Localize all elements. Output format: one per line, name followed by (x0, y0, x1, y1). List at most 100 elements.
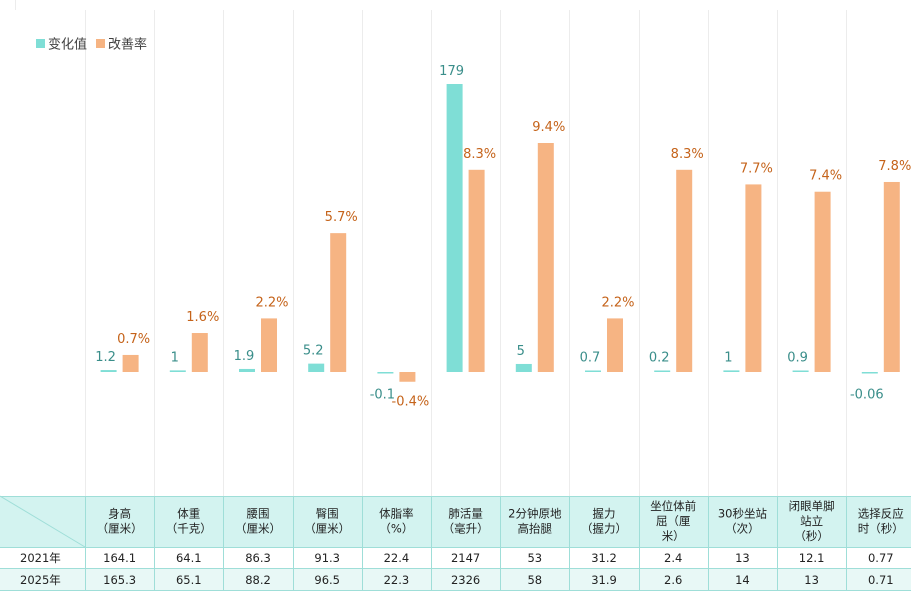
table-cell: 2147 (451, 551, 480, 565)
bar-rate-label: 9.4% (532, 120, 565, 135)
bar-rate-label: -0.4% (392, 395, 430, 410)
bar-change-label: 1.9 (234, 349, 255, 364)
category-label: 体脂率 (379, 507, 414, 521)
legend-label: 改善率 (108, 37, 147, 53)
category-label: （厘米） (97, 522, 143, 536)
bar-rate (191, 333, 208, 372)
table-cell: 2326 (451, 573, 480, 587)
bar-rate-label: 8.3% (463, 147, 496, 162)
bar-change-label: 5 (517, 344, 525, 359)
table-cell: 13 (735, 551, 750, 565)
table-cell: 64.1 (176, 551, 202, 565)
table-cell: 88.2 (245, 573, 271, 587)
bar-change (169, 370, 186, 372)
table-cell: 165.3 (103, 573, 136, 587)
bar-change (239, 368, 255, 372)
bar-change (100, 370, 117, 372)
bar-rate-label: 2.2% (255, 295, 288, 310)
bar-change (377, 372, 394, 374)
bar-change-label: 0.9 (787, 351, 808, 366)
table-cell: 53 (527, 551, 542, 565)
table-cell: 65.1 (176, 573, 202, 587)
legend-label: 变化值 (48, 37, 87, 53)
category-label: 高抬腿 (518, 522, 553, 536)
bar-rate (814, 191, 831, 372)
category-label: 腰围 (247, 507, 270, 521)
table-corner-diagonal (0, 495, 86, 548)
bar-rate (399, 372, 416, 382)
legend-swatch (96, 39, 105, 48)
bar-rate (468, 169, 485, 372)
category-label: （厘米） (235, 522, 281, 536)
table-cell: 12.1 (799, 551, 825, 565)
bar-rate-label: 0.7% (117, 332, 150, 347)
bar-rate-label: 2.2% (601, 295, 634, 310)
bar-change (861, 372, 878, 374)
bar-rate-label: 7.8% (878, 159, 911, 174)
bar-change-label: 0.7 (580, 351, 601, 366)
category-label: （次） (725, 522, 760, 536)
bar-change (446, 84, 463, 372)
bar-change-label: 5.2 (303, 344, 324, 359)
bar-rate-label: 8.3% (671, 147, 704, 162)
bar-change (515, 363, 532, 372)
bar-change-label: 0.2 (649, 351, 670, 366)
table-cell: 91.3 (314, 551, 340, 565)
bar-change-label: -0.1 (370, 388, 395, 403)
category-label: （握力） (581, 522, 627, 536)
category-label: （毫升） (443, 522, 489, 536)
category-label: 身高 (108, 507, 131, 521)
bar-rate (537, 143, 554, 372)
table-cell: 58 (527, 573, 542, 587)
category-label: 臀围 (316, 507, 339, 521)
bar-rate-label: 1.6% (186, 310, 219, 325)
table-cell: 0.77 (868, 551, 894, 565)
category-label: 肺活量 (448, 507, 483, 521)
table-row-label: 2021年 (20, 551, 61, 565)
category-label: 闭眼单脚 (789, 499, 835, 513)
bar-rate (122, 354, 139, 372)
category-label: 30秒坐站 (718, 507, 768, 521)
table-cell: 31.2 (591, 551, 617, 565)
table-cell: 96.5 (314, 573, 340, 587)
category-label: 握力 (593, 507, 616, 521)
bar-change (585, 370, 601, 372)
bar-rate-label: 7.7% (740, 161, 773, 176)
table-cell: 0.71 (868, 573, 894, 587)
category-label: 时（秒） (858, 522, 904, 536)
bar-rate-label: 5.7% (325, 210, 358, 225)
table-header-bg (0, 496, 911, 547)
bar-rate (261, 318, 277, 372)
legend-swatch (36, 39, 45, 48)
category-label: （千克） (166, 522, 212, 536)
bar-rate-label: 7.4% (809, 169, 842, 184)
table-cell: 22.3 (384, 573, 410, 587)
bar-rate (330, 233, 347, 372)
category-label: （%） (379, 522, 413, 536)
bar-rate (607, 318, 623, 372)
bar-change (792, 370, 809, 372)
bar-change-label: 179 (439, 64, 464, 79)
category-label: 米） (662, 529, 685, 543)
bar-change-label: 1 (171, 350, 179, 365)
category-label: 体重 (177, 507, 200, 521)
bar-change-label: 1.2 (95, 350, 116, 365)
bar-change-label: 1 (724, 350, 732, 365)
bar-change (308, 363, 325, 372)
bar-rate (676, 169, 693, 372)
category-label: 选择反应 (858, 507, 904, 521)
category-label: 坐位体前 (650, 499, 696, 513)
table-cell: 86.3 (245, 551, 271, 565)
bar-change-label: -0.06 (850, 388, 884, 403)
category-label: （秒） (794, 529, 829, 543)
table-cell: 13 (804, 573, 819, 587)
category-label: （厘米） (304, 522, 350, 536)
category-label: 屈（厘 (656, 514, 691, 528)
table-cell: 22.4 (384, 551, 410, 565)
table-row-label: 2025年 (20, 573, 61, 587)
table-cell: 164.1 (103, 551, 136, 565)
table-cell: 31.9 (591, 573, 617, 587)
table-cell: 14 (735, 573, 750, 587)
